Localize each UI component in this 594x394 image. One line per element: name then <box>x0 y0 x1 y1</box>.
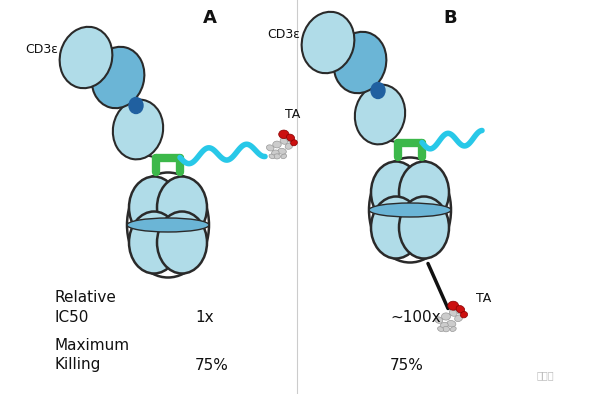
Text: ~100x: ~100x <box>390 310 441 325</box>
Ellipse shape <box>371 162 421 223</box>
Ellipse shape <box>129 177 179 238</box>
Ellipse shape <box>91 47 144 108</box>
Text: IC50: IC50 <box>55 310 89 325</box>
Ellipse shape <box>269 154 275 159</box>
Text: TA: TA <box>476 292 491 305</box>
Ellipse shape <box>290 140 298 146</box>
Text: Relative: Relative <box>55 290 117 305</box>
Ellipse shape <box>157 212 207 273</box>
Ellipse shape <box>334 32 386 93</box>
Text: Killing: Killing <box>55 357 102 372</box>
Ellipse shape <box>438 327 444 331</box>
Ellipse shape <box>452 305 458 310</box>
Ellipse shape <box>441 313 450 320</box>
Ellipse shape <box>280 138 287 144</box>
Ellipse shape <box>440 322 448 329</box>
Ellipse shape <box>157 177 207 238</box>
Ellipse shape <box>59 27 112 88</box>
Ellipse shape <box>371 197 421 258</box>
Text: 75%: 75% <box>390 357 424 372</box>
Ellipse shape <box>435 317 443 323</box>
Ellipse shape <box>286 134 295 141</box>
Ellipse shape <box>281 154 287 159</box>
Ellipse shape <box>129 212 179 273</box>
Ellipse shape <box>127 218 209 232</box>
Ellipse shape <box>454 315 463 322</box>
Text: 75%: 75% <box>195 357 229 372</box>
Ellipse shape <box>273 141 281 148</box>
Ellipse shape <box>448 301 459 310</box>
Ellipse shape <box>399 197 449 258</box>
Ellipse shape <box>447 320 456 327</box>
Text: 药启程: 药启程 <box>536 370 554 380</box>
Ellipse shape <box>355 85 405 144</box>
Ellipse shape <box>399 162 449 223</box>
Ellipse shape <box>369 203 451 217</box>
Ellipse shape <box>267 145 274 151</box>
Text: 1x: 1x <box>195 310 214 325</box>
Ellipse shape <box>274 154 280 159</box>
Ellipse shape <box>129 97 143 113</box>
Text: Maximum: Maximum <box>55 338 130 353</box>
Ellipse shape <box>113 100 163 159</box>
Ellipse shape <box>456 305 465 313</box>
Ellipse shape <box>450 327 456 331</box>
Ellipse shape <box>285 143 293 149</box>
Text: CD3ε: CD3ε <box>25 43 58 56</box>
Text: TA: TA <box>285 108 300 121</box>
Ellipse shape <box>279 130 289 139</box>
Ellipse shape <box>271 150 279 156</box>
Ellipse shape <box>371 82 385 98</box>
Text: CD3ε: CD3ε <box>267 28 300 41</box>
Ellipse shape <box>287 137 294 142</box>
Text: A: A <box>203 9 217 27</box>
Ellipse shape <box>449 310 457 316</box>
Ellipse shape <box>282 133 289 139</box>
Ellipse shape <box>460 312 467 318</box>
Ellipse shape <box>443 326 450 332</box>
Ellipse shape <box>278 148 286 154</box>
Ellipse shape <box>302 12 355 73</box>
Ellipse shape <box>457 308 464 314</box>
Text: B: B <box>443 9 457 27</box>
